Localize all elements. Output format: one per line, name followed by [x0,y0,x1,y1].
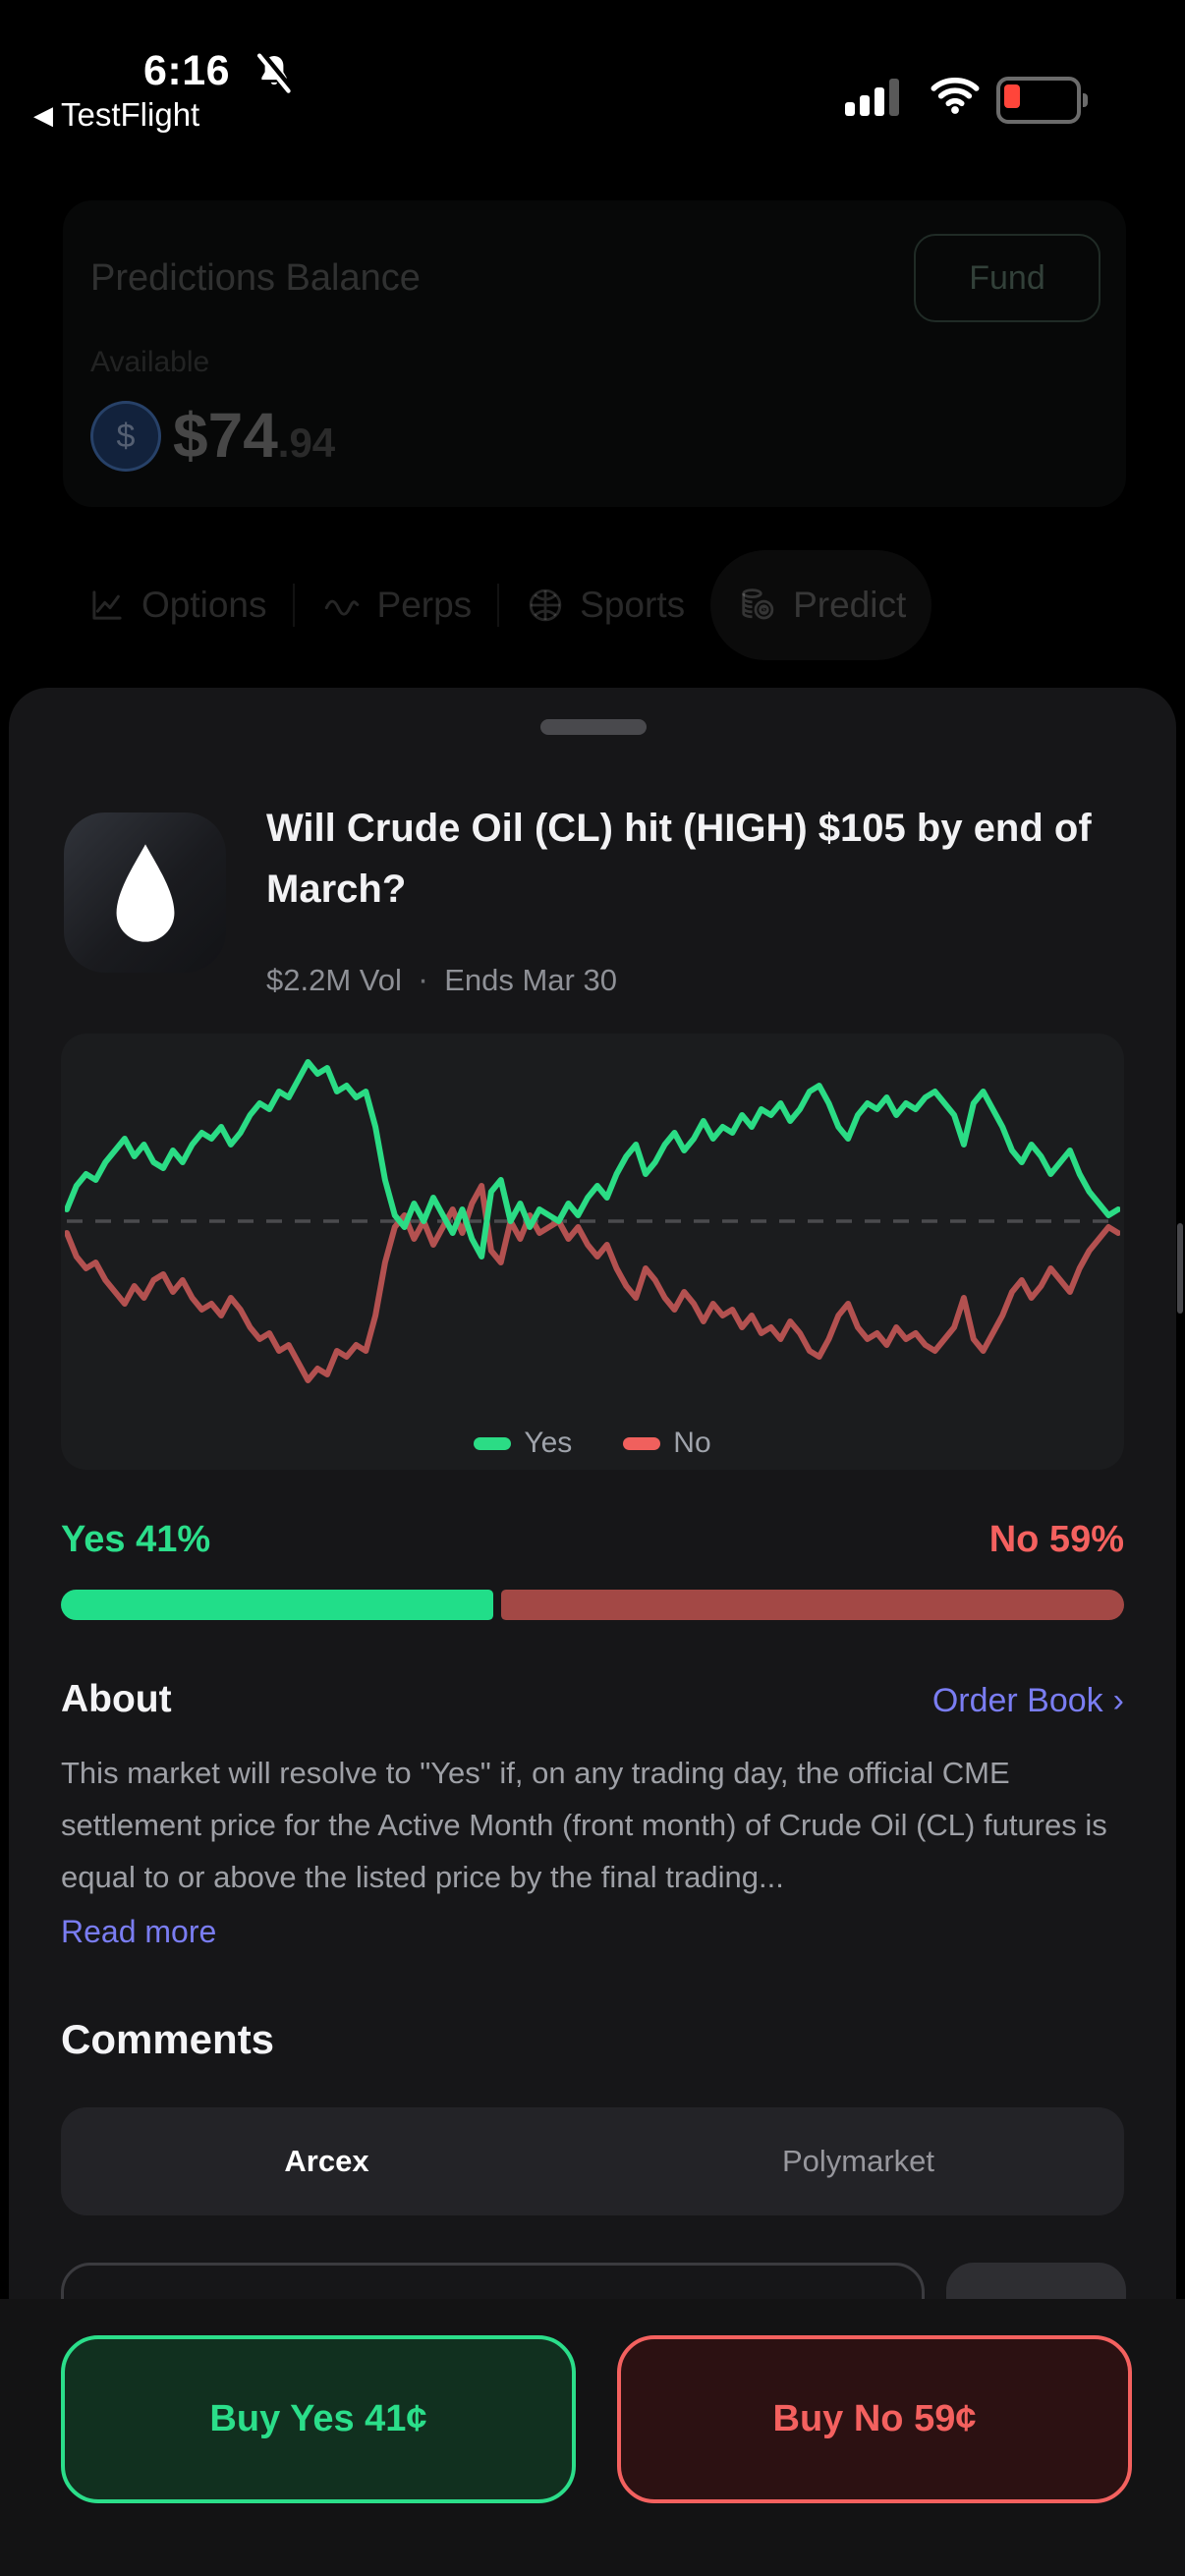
basketball-icon [529,588,562,622]
fund-button[interactable]: Fund [914,234,1100,322]
buy-yes-button[interactable]: Buy Yes 41¢ [61,2335,576,2503]
yes-percentage: Yes 41% [61,1519,211,1560]
legend-yes: Yes [474,1427,572,1460]
battery-icon [996,77,1088,124]
back-triangle-icon: ◀ [33,100,53,130]
predictions-balance-card [63,200,1126,507]
order-book-label: Order Book [931,1682,1103,1719]
probability-bar-yes [61,1590,493,1620]
market-title: Will Crude Oil (CL) hit (HIGH) $105 by e… [266,807,1092,911]
battery-level-low [1004,84,1020,108]
wave-icon [324,599,359,616]
usdc-coin-icon: $ [90,401,161,472]
tab-label: Perps [376,585,473,625]
back-app-label: TestFlight [61,96,200,133]
notifications-muted-icon [252,51,297,101]
read-more-link[interactable]: Read more [61,1914,217,1949]
sheet-drag-handle[interactable] [540,719,647,735]
balance-cents: .94 [277,420,336,466]
svg-text:$: $ [762,605,765,614]
comments-heading: Comments [61,2016,275,2062]
meta-dot: · [417,961,429,998]
scroll-indicator[interactable] [1177,1223,1183,1314]
market-type-tabs: Options Perps Sports $ Predict [61,550,1124,660]
chevron-right-icon: › [1112,1682,1124,1719]
back-to-app[interactable]: ◀ TestFlight [33,96,199,134]
source-tab-arcex[interactable]: Arcex [284,2144,369,2178]
source-tab-polymarket[interactable]: Polymarket [781,2144,935,2178]
tab-options[interactable]: Options [61,550,293,660]
probability-bar [61,1590,1124,1620]
chart-legend: Yes No [61,1427,1124,1460]
legend-no: No [623,1427,711,1460]
tab-label: Options [141,585,267,625]
probability-row: Yes 41% No 59% [61,1519,1124,1561]
legend-no-swatch [623,1436,661,1450]
probability-chart [65,1059,1120,1383]
no-percentage: No 59% [988,1519,1124,1560]
tab-separator [497,584,500,627]
about-row: About Order Book › [61,1678,1124,1721]
buy-no-button[interactable]: Buy No 59¢ [617,2335,1132,2503]
market-icon [64,812,226,973]
signal-strength-icon [845,79,899,116]
market-ends: Ends Mar 30 [444,962,617,997]
available-balance: $74 .94 [173,399,335,472]
tab-label: Predict [793,585,907,625]
chart-axes-icon [92,590,122,620]
market-detail-sheet: Will Crude Oil (CL) hit (HIGH) $105 by e… [9,688,1176,2576]
legend-no-label: No [673,1427,711,1459]
balance-card-title: Predictions Balance [90,257,421,299]
about-heading: About [61,1678,172,1720]
oil-drop-icon [116,843,174,942]
legend-yes-swatch [474,1436,512,1450]
tab-predict[interactable]: $ Predict [710,550,932,660]
available-label: Available [90,346,210,378]
buy-action-bar: Buy Yes 41¢ Buy No 59¢ [0,2299,1185,2576]
market-volume: $2.2M Vol [266,962,402,997]
balance-whole: $74 [173,400,278,471]
tab-separator [292,584,295,627]
tab-label: Sports [580,585,686,625]
comments-source-switch: Arcex Polymarket [61,2107,1124,2215]
probability-bar-no [500,1590,1124,1620]
coins-icon: $ [742,588,774,620]
status-time: 6:16 [143,47,231,94]
tab-perps[interactable]: Perps [295,550,498,660]
market-description: This market will resolve to "Yes" if, on… [61,1756,1107,1894]
legend-yes-label: Yes [524,1427,573,1459]
probability-chart-card: Yes No [61,1034,1124,1470]
market-meta: $2.2M Vol · Ends Mar 30 [266,961,617,999]
wifi-icon [930,73,981,121]
order-book-link[interactable]: Order Book › [932,1682,1124,1720]
tab-sports[interactable]: Sports [499,550,710,660]
